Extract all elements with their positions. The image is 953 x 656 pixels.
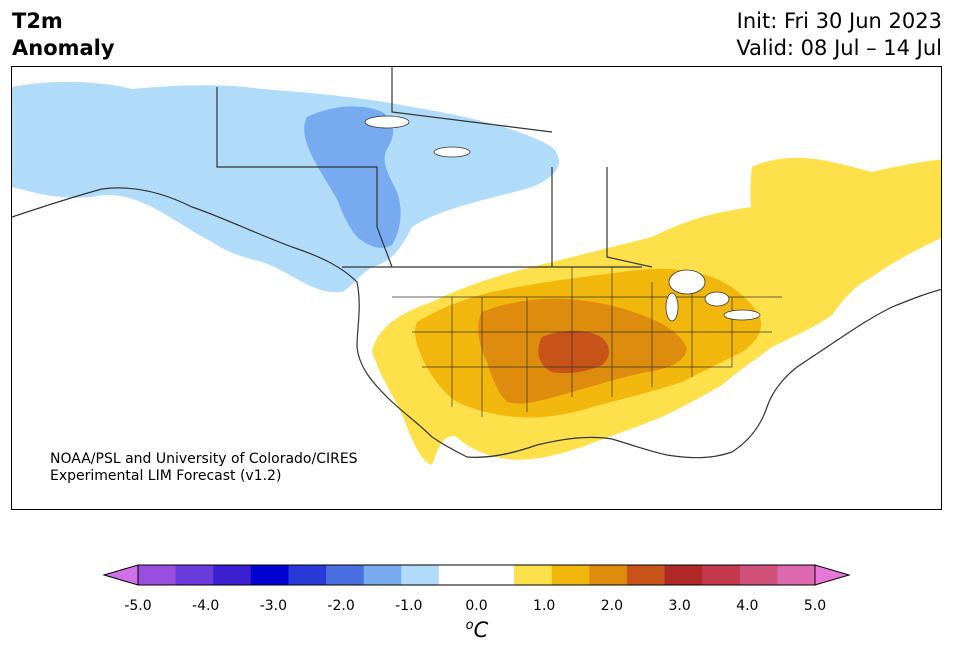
colorbar-arrow-right [814,564,851,586]
date-info: Init: Fri 30 Jun 2023 Valid: 08 Jul – 14… [736,8,942,62]
region-us-warm-core [538,330,609,374]
colorbar-svg [102,564,851,586]
colorbar-tick-label: 1.0 [533,598,556,614]
colorbar-cell [326,565,365,585]
colorbar-arrow-left [102,564,139,586]
unit-degree: o [465,618,474,633]
colorbar-tick-label: 2.0 [600,598,624,614]
colorbar-border [137,564,816,586]
valid-date: Valid: 08 Jul – 14 Jul [736,36,942,60]
colorbar-cell [476,565,515,585]
title-line-1: T2m [12,9,63,33]
region-quebec-warm [750,157,937,269]
colorbar-cell [626,565,666,585]
colorbar-tick-label: -5.0 [124,598,152,614]
colorbar-cell [250,565,289,585]
colorbar-cell [363,565,402,585]
colorbar-tick-label: -1.0 [395,598,423,614]
colorbar-cell [288,565,327,585]
colorbar-tick-label: 3.0 [668,598,691,614]
region-canada-cold-light [12,81,560,293]
unit-label: oC [466,618,489,642]
init-date: Init: Fri 30 Jun 2023 [736,9,942,33]
lakes [364,115,761,322]
colorbar-tick-label: -2.0 [327,598,355,614]
map-canvas [12,67,941,465]
colorbar-cell [401,565,440,585]
unit-letter: C [473,618,489,642]
credit-text: NOAA/PSL and University of Colorado/CIRE… [50,451,358,485]
colorbar-cell [438,565,477,585]
colorbar-tick-label: 4.0 [736,598,759,614]
colorbar-cell [138,565,177,585]
credit-line-2: Experimental LIM Forecast (v1.2) [50,468,282,484]
map-title: T2m Anomaly [12,8,115,62]
colorbar-cell [589,565,628,585]
colorbar-cell [664,565,703,585]
colorbar-tick-label: -3.0 [259,598,288,614]
colorbar-tick-label: 0.0 [465,598,488,614]
colorbar [0,560,953,656]
title-line-2: Anomaly [12,36,115,60]
colorbar-cell [702,565,741,585]
colorbar-cell [777,565,816,585]
colorbar-cell [175,565,214,585]
map-panel: NOAA/PSL and University of Colorado/CIRE… [11,66,942,510]
colorbar-tick-label: 5.0 [803,598,827,614]
colorbar-tick-label: -4.0 [192,598,220,614]
colorbar-cell [739,565,778,585]
coastline-outline [12,67,941,459]
colorbar-cell [514,565,553,585]
credit-line-1: NOAA/PSL and University of Colorado/CIRE… [50,451,358,467]
colorbar-cell [551,565,590,585]
colorbar-cell [213,565,252,585]
